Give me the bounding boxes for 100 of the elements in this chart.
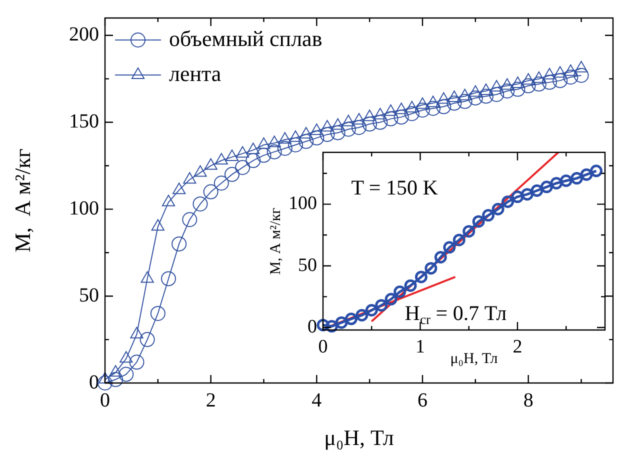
- point: [482, 209, 495, 222]
- point: [320, 126, 335, 142]
- point: [542, 68, 556, 80]
- point: [257, 137, 270, 149]
- point: [235, 160, 250, 175]
- point: [542, 74, 557, 90]
- point: [436, 99, 452, 114]
- point: [363, 110, 376, 122]
- point: [277, 140, 292, 156]
- point: [472, 215, 485, 228]
- point: [365, 304, 378, 317]
- point: [352, 120, 366, 135]
- y-tick-label: 100: [288, 193, 317, 214]
- y-tick-label: 150: [69, 110, 99, 133]
- point: [468, 90, 483, 106]
- point: [150, 306, 166, 321]
- point: [563, 70, 578, 85]
- annotation: T = 150 K: [351, 175, 438, 200]
- y-tick-label: 50: [298, 254, 317, 276]
- y-tick-label: 100: [69, 197, 99, 220]
- point: [340, 122, 356, 137]
- point: [118, 366, 134, 382]
- x-tick-label: 8: [523, 389, 534, 412]
- y-tick-label: 200: [69, 24, 99, 46]
- point: [458, 88, 472, 100]
- point: [552, 73, 568, 88]
- point: [309, 130, 324, 146]
- point: [98, 376, 112, 390]
- point: [320, 120, 334, 132]
- point: [511, 190, 524, 204]
- point: [344, 312, 358, 326]
- point: [298, 134, 314, 149]
- point: [161, 271, 176, 286]
- point: [426, 100, 441, 116]
- x-tick-label: 2: [512, 336, 522, 358]
- point: [108, 372, 124, 388]
- point: [490, 80, 504, 92]
- point: [374, 108, 387, 120]
- point: [225, 150, 239, 162]
- point: [394, 286, 406, 298]
- point: [192, 196, 208, 212]
- point: [129, 354, 144, 370]
- point: [443, 241, 456, 254]
- point: [478, 88, 494, 104]
- point: [415, 102, 430, 118]
- x-tick-label: 1: [415, 336, 425, 358]
- point: [182, 212, 198, 228]
- x-tick-label: 6: [418, 389, 428, 412]
- point: [342, 114, 355, 126]
- point: [564, 64, 578, 76]
- point: [500, 84, 515, 98]
- y-tick-label: 50: [79, 284, 99, 306]
- point: [574, 60, 588, 72]
- point: [352, 113, 366, 125]
- point: [246, 142, 260, 154]
- point: [511, 76, 524, 88]
- point: [288, 137, 303, 152]
- point: [236, 146, 250, 158]
- point: [162, 194, 176, 206]
- y-tick-label: 0: [308, 316, 317, 338]
- y-axis-title: M, А м²/кг: [268, 208, 284, 275]
- point: [404, 106, 420, 122]
- point: [489, 86, 504, 102]
- point: [183, 172, 196, 184]
- point: [214, 153, 228, 165]
- point: [214, 176, 229, 191]
- point: [574, 68, 589, 83]
- point: [362, 116, 378, 132]
- point: [554, 66, 567, 78]
- point: [310, 123, 324, 135]
- point: [109, 365, 122, 377]
- point: [330, 125, 346, 140]
- point: [452, 234, 466, 246]
- point: [356, 308, 368, 322]
- point: [457, 94, 472, 109]
- point: [172, 182, 186, 194]
- point: [404, 279, 417, 292]
- point: [224, 166, 240, 182]
- y-axis-title: M, А м²/кг: [10, 148, 35, 252]
- point: [256, 148, 272, 163]
- point: [414, 270, 428, 284]
- point: [194, 165, 207, 177]
- point: [560, 174, 572, 188]
- point: [372, 114, 388, 130]
- x-tick-label: 2: [206, 389, 216, 412]
- point: [540, 180, 553, 194]
- point: [375, 299, 388, 312]
- point: [580, 168, 593, 181]
- point: [522, 73, 535, 85]
- point: [424, 262, 438, 275]
- x-tick-label: 4: [312, 389, 322, 412]
- point: [468, 85, 482, 97]
- point: [416, 97, 430, 109]
- point: [300, 126, 313, 138]
- point: [331, 118, 344, 130]
- point: [462, 225, 476, 238]
- point: [98, 372, 112, 384]
- point: [326, 320, 338, 333]
- legend-label: лента: [169, 60, 222, 86]
- point: [384, 292, 398, 306]
